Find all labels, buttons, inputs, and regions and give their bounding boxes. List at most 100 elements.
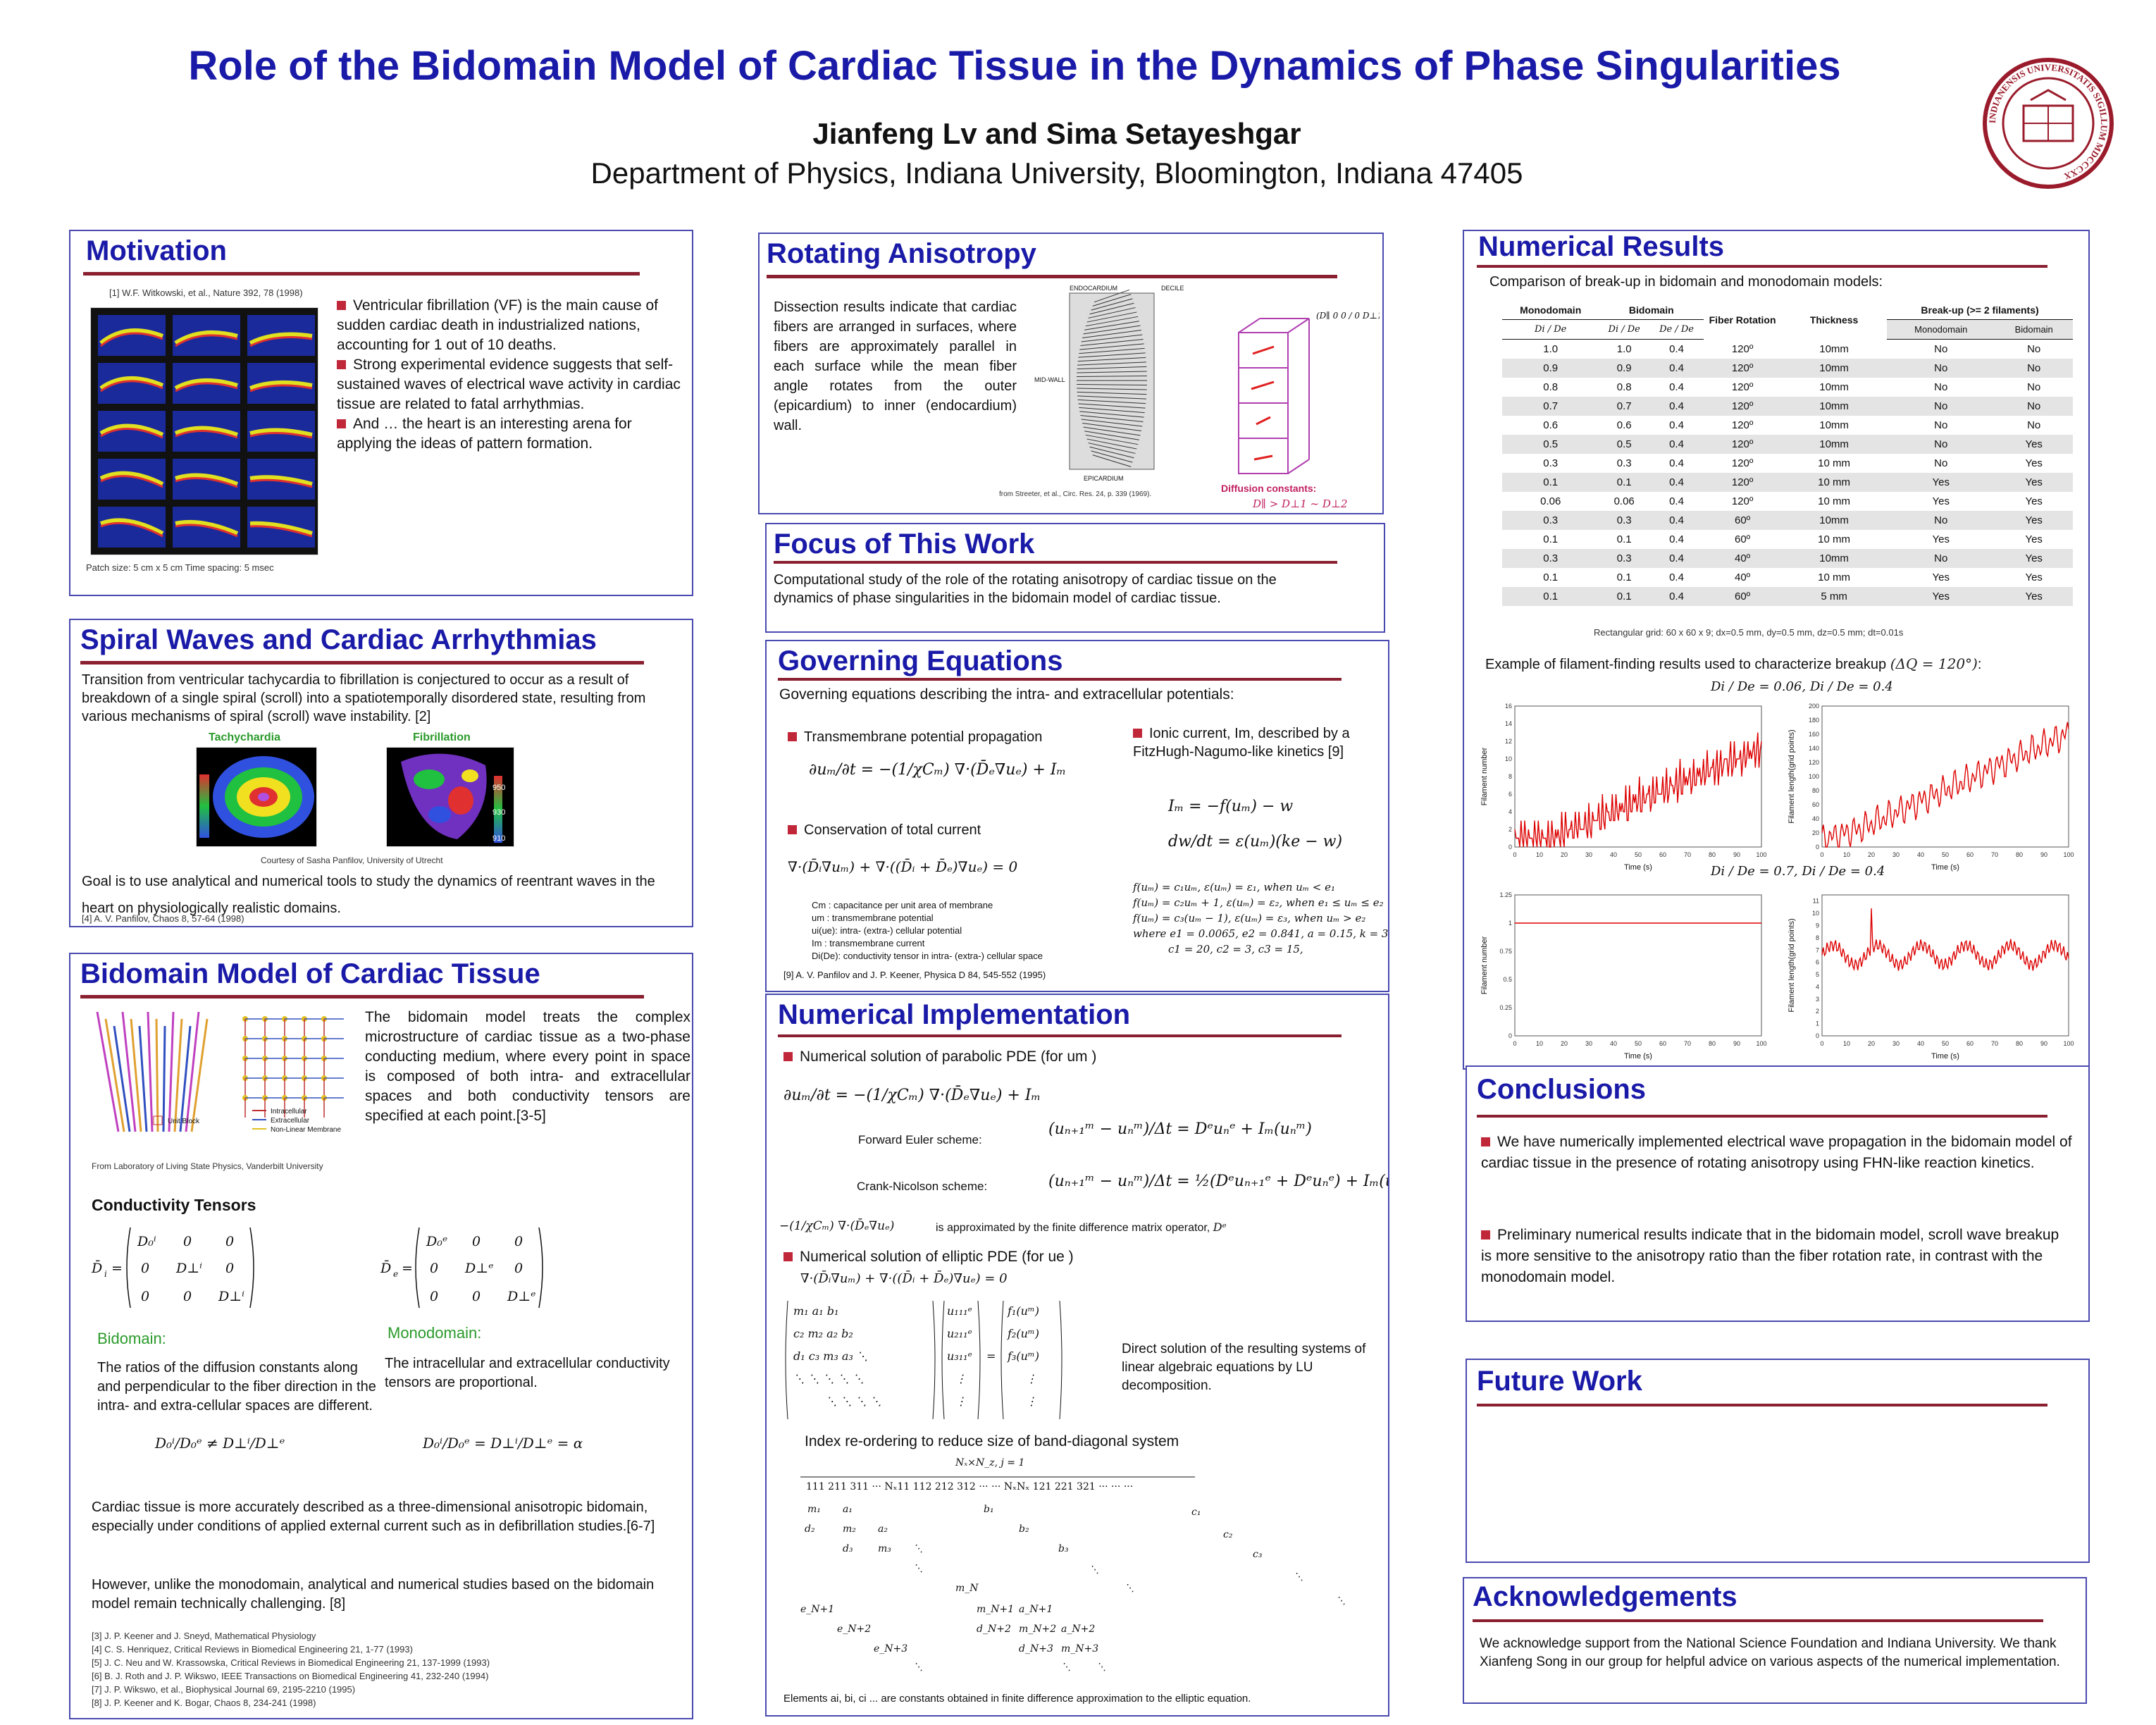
table-row: 0.7 0.7 0.4 120º 10mm No No [1502,397,2073,416]
table-cell: 0.1 [1616,533,1632,545]
bullet-icon [783,1052,793,1061]
svg-text:0.25: 0.25 [1499,1004,1512,1011]
th-sub-1: Di / De [1502,319,1599,340]
table-cell: 0.4 [1649,511,1704,530]
table-row: 0.9 0.9 0.4 120º 10mm No No [1502,359,2073,378]
rotating-text: Dissection results indicate that cardiac… [774,299,1017,433]
svg-text:m₂: m₂ [843,1523,856,1535]
fhn-eq-1: Iₘ = −f(uₘ) − w [1168,798,1294,815]
vf-frame [98,315,166,356]
svg-text:b₂: b₂ [1019,1523,1029,1535]
svg-text:100: 100 [1756,851,1766,858]
svg-text:20: 20 [1868,1040,1875,1047]
matrix-system: m₁ a₁ b₁ c₂ m₂ a₂ b₂ d₁ c₃ m₃ a₃ ⋱ ⋱ ⋱ ⋱ ⋱ … [783,1297,1094,1430]
svg-text:1.25: 1.25 [1499,891,1512,898]
table-cell: 10 mm [1818,533,1850,545]
svg-text:930: 930 [492,808,505,817]
svg-text:Time (s): Time (s) [1624,863,1652,872]
svg-text:50: 50 [1635,1040,1642,1047]
table-cell: 0.3 [1616,457,1632,469]
th-sub-2: Di / De [1599,319,1649,340]
svg-text:Extracellular: Extracellular [271,1117,310,1125]
svg-text:Time (s): Time (s) [1624,1052,1652,1061]
bidomain-head: Bidomain: [97,1330,166,1347]
svg-text:MID-WALL: MID-WALL [1034,376,1065,383]
conclusions-title: Conclusions [1477,1074,1647,1105]
table-cell: Yes [1995,473,2073,492]
svg-text:5: 5 [1816,971,1819,978]
title-underline [1477,1115,2047,1118]
table-cell: 10mm [1819,419,1849,431]
svg-text:6: 6 [1816,959,1819,966]
table-cell: 10 mm [1781,473,1888,492]
svg-text:i: i [104,1269,107,1279]
svg-text:10: 10 [1843,1040,1850,1047]
table-row: 0.1 0.1 0.4 60º 5 mm Yes Yes [1502,587,2073,606]
svg-text:7: 7 [1816,946,1819,953]
table-cell: No [1934,419,1948,431]
svg-text:f₂(uᵐ): f₂(uᵐ) [1007,1327,1039,1340]
vf-frame [247,507,315,548]
bidomain-panel: Bidomain Model of Cardiac Tissue Unit Bl… [69,953,693,1719]
bullet-icon [337,301,346,310]
table-cell: No [1887,435,1995,454]
vf-frame [98,459,166,500]
svg-text:60: 60 [1659,1040,1666,1047]
title-underline [80,661,644,664]
svg-text:90: 90 [1733,851,1740,858]
svg-text:9: 9 [1816,922,1819,929]
series-line [1514,732,1762,848]
governing-bullet-3: Ionic current, Im, described by a FitzHu… [1133,726,1350,760]
svg-text:4: 4 [1816,983,1819,990]
svg-text:10: 10 [1536,1040,1543,1047]
table-cell: 120º [1731,495,1754,507]
table-cell: 0.4 [1649,359,1704,378]
approx-text: is approximated by the finite difference… [936,1220,1227,1234]
table-cell: 0.4 [1649,549,1704,568]
svg-text:90: 90 [2040,1040,2047,1047]
table-row: 0.3 0.3 0.4 60º 10mm No Yes [1502,511,2073,530]
svg-text:=: = [986,1349,996,1363]
svg-text:2: 2 [1816,1008,1819,1015]
svg-text:60: 60 [1659,851,1666,858]
elliptic-eq: ∇·(D̄ᵢ∇uₘ) + ∇·((D̄ᵢ + D̄ₑ)∇uₑ) = 0 [800,1271,1008,1286]
governing-panel: Governing Equations Governing equations … [765,640,1389,992]
motivation-citation: [1] W.F. Witkowski, et al., Nature 392, … [109,288,303,298]
vf-frame [247,459,315,500]
table-cell: 120º [1704,435,1782,454]
svg-text:e_N+2: e_N+2 [837,1624,871,1635]
motivation-bullet-3: And … the heart is an interesting arena … [337,416,632,452]
svg-text:=: = [402,1261,413,1276]
th-monodomain: Monodomain [1502,300,1599,320]
table-cell: 0.3 [1502,549,1599,568]
svg-text:8: 8 [1508,773,1512,780]
svg-text:1: 1 [1816,1020,1819,1027]
table-cell: 10 mm [1818,571,1850,583]
future-title: Future Work [1477,1366,1642,1397]
governing-defs: Cm : capacitance per unit area of membra… [812,900,1043,961]
svg-text:⋱: ⋱ [1089,1564,1099,1576]
svg-text:80: 80 [1812,787,1819,794]
th-bidomain: Bidomain [1599,300,1704,320]
transmembrane-eq: ∂uₘ/∂t = −(1/χCₘ) ∇·(D̄ₑ∇uₑ) + Iₘ [809,761,1067,779]
bullet-icon [788,825,797,834]
table-row: 0.3 0.3 0.4 40º 10mm No Yes [1502,549,2073,568]
title-underline [774,561,1337,564]
conclusions-panel: Conclusions We have numerically implemen… [1466,1065,2090,1322]
table-cell: 0.3 [1502,511,1599,530]
table-cell: 0.1 [1616,571,1632,583]
table-cell: No [2027,343,2041,355]
case2-label: Di / De = 0.7, Di / De = 0.4 [1711,864,1885,879]
table-cell: 0.1 [1502,587,1599,606]
svg-text:20: 20 [1812,829,1819,836]
th-thickness: Thickness [1809,314,1859,326]
svg-text:100: 100 [2063,851,2074,858]
svg-text:140: 140 [1809,745,1819,752]
vf-frame [173,507,240,548]
vf-frame [173,315,240,356]
crank-nicolson-label: Crank-Nicolson scheme: [857,1180,988,1193]
table-cell: 120º [1731,342,1754,355]
bullet-icon [1481,1230,1490,1239]
svg-text:⋮: ⋮ [1026,1372,1037,1385]
svg-text:0: 0 [1820,851,1823,858]
